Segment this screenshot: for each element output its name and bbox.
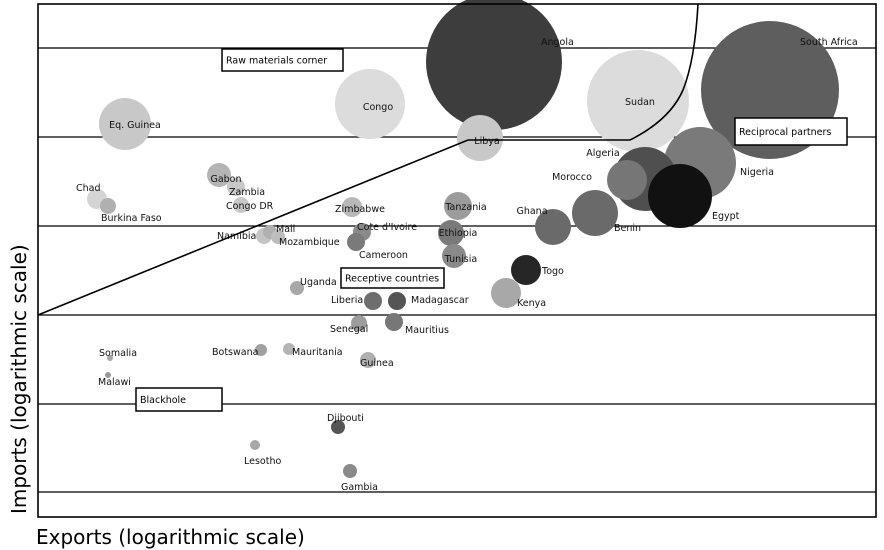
- bubble-label-uganda: Uganda: [300, 277, 337, 288]
- bubble-zimbabwe: [342, 197, 362, 217]
- bubble-ethiopia: [438, 220, 464, 246]
- bubble-morocco: [607, 160, 647, 200]
- bubble-congo: [335, 69, 405, 139]
- bubble-label-libya: Libya: [474, 136, 499, 147]
- bubble-label-namibia: Namibia: [217, 231, 256, 242]
- bubble-label-botswana: Botswana: [212, 347, 258, 358]
- zone-label-blackhole: Blackhole: [140, 395, 186, 406]
- bubble-label-congo: Congo: [363, 102, 393, 113]
- bubble-lesotho: [250, 440, 260, 450]
- zone-box-blackhole: [135, 387, 223, 412]
- bubble-sudan: [587, 50, 689, 152]
- bubble-togo: [511, 255, 541, 285]
- bubble-label-nigeria: Nigeria: [740, 167, 774, 178]
- bubble-eq-guinea: [99, 98, 151, 150]
- plot-frame: [37, 3, 877, 518]
- bubble-burkina-faso: [100, 198, 116, 214]
- bubble-ghana: [535, 209, 571, 245]
- bubble-label-mauritius: Mauritius: [405, 325, 449, 336]
- bubble-label-mozambique: Mozambique: [279, 237, 340, 248]
- bubble-kenya: [491, 278, 521, 308]
- bubble-label-tanzania: Tanzania: [444, 202, 486, 213]
- bubble-label-mali: Mali: [276, 224, 295, 235]
- bubble-botswana: [255, 344, 267, 356]
- bubble-mozambique: [271, 230, 285, 244]
- bubble-tanzania: [444, 192, 472, 220]
- bubble-label-kenya: Kenya: [517, 298, 546, 309]
- zone-boundaries: [37, 3, 699, 316]
- zone-box-receptive-countries: [340, 267, 445, 289]
- bubble-label-gambia: Gambia: [341, 482, 378, 493]
- bubbles: [87, 0, 839, 478]
- bubble-label-egypt: Egypt: [712, 211, 740, 222]
- bubble-zambia: [227, 178, 245, 196]
- bubble-somalia: [107, 355, 113, 361]
- bubble-label-burkina-faso: Burkina Faso: [101, 213, 162, 224]
- bubble-label-ghana: Ghana: [516, 206, 547, 217]
- bubble-label-cameroon: Cameroon: [359, 250, 408, 261]
- bubble-label-angola: Angola: [541, 37, 574, 48]
- bubble-djibouti: [331, 420, 345, 434]
- bubble-label-mauritania: Mauritania: [292, 347, 343, 358]
- zone-box-raw-materials-corner: [221, 48, 344, 72]
- bubble-label-lesotho: Lesotho: [244, 456, 281, 467]
- bubble-label-malawi: Malawi: [98, 377, 131, 388]
- bubble-tunisia: [442, 244, 466, 268]
- bubble-cameroon: [347, 233, 365, 251]
- bubble-label-algeria: Algeria: [586, 148, 619, 159]
- bubble-label-senegal: Senegal: [330, 324, 368, 335]
- bubble-mauritania: [283, 343, 295, 355]
- bubble-label-zimbabwe: Zimbabwe: [335, 204, 385, 215]
- bubble-label-benin: Benin: [614, 223, 641, 234]
- bubble-egypt: [648, 164, 712, 228]
- bubble-congo-dr: [233, 197, 249, 213]
- bubble-gambia: [343, 464, 357, 478]
- bubble-gabon: [207, 163, 231, 187]
- bubble-label-cote-d-ivoire: Cote d'Ivoire: [357, 222, 417, 233]
- bubble-label-gabon: Gabon: [210, 174, 241, 185]
- bubble-label-south-africa: South Africa: [800, 37, 858, 48]
- x-axis-label: Exports (logarithmic scale): [36, 525, 305, 549]
- bubble-label-togo: Togo: [541, 266, 564, 277]
- bubble-label-ethiopia: Ethiopia: [439, 228, 478, 239]
- zone-box-reciprocal-partners: [734, 117, 848, 146]
- bubble-label-djibouti: Djibouti: [327, 413, 364, 424]
- bubble-benin: [572, 190, 618, 236]
- bubble-mauritius: [385, 313, 403, 331]
- bubble-libya: [457, 115, 503, 161]
- bubble-label-sudan: Sudan: [625, 97, 655, 108]
- zone-label-receptive-countries: Receptive countries: [345, 274, 439, 285]
- bubble-label-liberia: Liberia: [331, 295, 363, 306]
- bubble-labels: Angola South Africa Sudan Congo Libya Eq. Gui…: [76, 37, 858, 493]
- bubble-label-tunisia: Tunisia: [444, 254, 477, 265]
- bubble-label-eq-guinea: Eq. Guinea: [109, 120, 161, 131]
- bubble-label-guinea: Guinea: [360, 358, 394, 369]
- bubble-liberia: [364, 292, 382, 310]
- bubble-label-congo-dr: Congo DR: [226, 201, 274, 212]
- bubble-senegal: [351, 315, 367, 331]
- bubble-label-madagascar: Madagascar: [411, 295, 469, 306]
- bubble-label-zambia: Zambia: [229, 187, 265, 198]
- y-axis-label: Imports (logarithmic scale): [7, 244, 31, 514]
- zone-label-raw-materials-corner: Raw materials corner: [226, 56, 327, 67]
- bubble-label-morocco: Morocco: [552, 172, 592, 183]
- bubble-madagascar: [388, 292, 406, 310]
- zone-label-reciprocal-partners: Reciprocal partners: [739, 127, 831, 138]
- bubble-label-chad: Chad: [76, 183, 101, 194]
- bubble-angola: [426, 0, 562, 130]
- bubble-label-somalia: Somalia: [99, 348, 137, 359]
- zone-boundary-line: [37, 3, 699, 316]
- bubble-guinea: [360, 352, 376, 368]
- bubble-malawi: [105, 372, 111, 378]
- zone-labels: Raw materials corner Reciprocal partners R…: [135, 48, 848, 412]
- bubble-uganda: [290, 281, 304, 295]
